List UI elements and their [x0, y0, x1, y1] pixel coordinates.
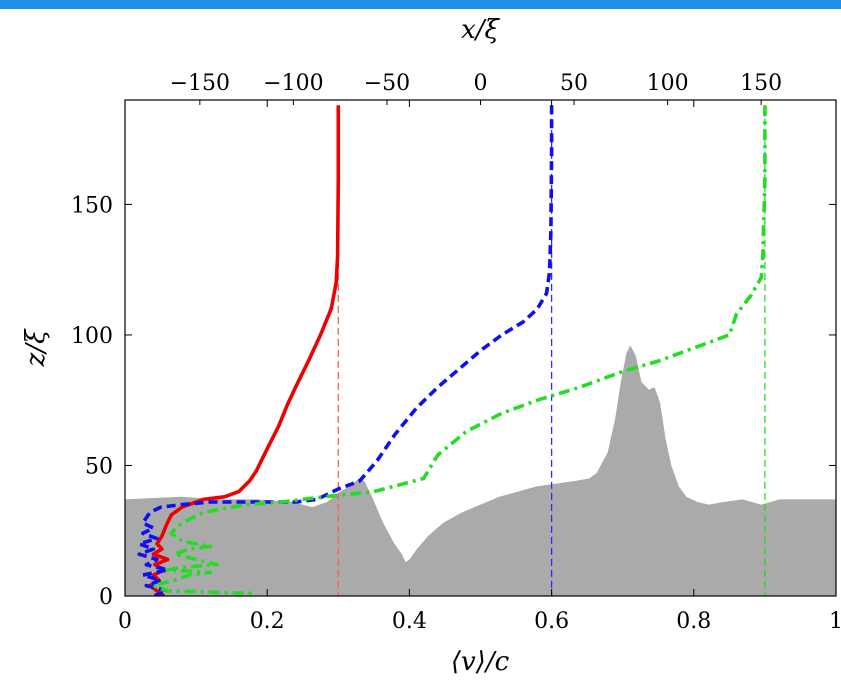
y-tick-label-2: 100 — [71, 324, 113, 349]
x-tick-label-4: 0.8 — [676, 609, 711, 634]
x-axis-label: ⟨v⟩/c — [451, 647, 510, 677]
x-tick-label-3: 0.6 — [534, 609, 569, 634]
series-line-2 — [151, 105, 767, 596]
top-accent-bar — [0, 0, 841, 9]
x-tick-label-0: 0 — [118, 609, 132, 634]
background-profile-area — [125, 345, 836, 596]
top-x-tick-label-2: −50 — [364, 71, 410, 96]
profile-fill-layer — [125, 345, 836, 596]
series-line-1 — [137, 105, 554, 596]
top-x-tick-label-1: −100 — [263, 71, 323, 96]
y-axis-label: z/ξ — [21, 328, 51, 367]
top-x-tick-label-0: −150 — [170, 71, 230, 96]
y-tick-label-0: 0 — [99, 585, 113, 610]
top-x-tick-label-5: 100 — [647, 71, 689, 96]
top-x-tick-label-6: 150 — [740, 71, 782, 96]
y-tick-label-3: 150 — [71, 193, 113, 218]
top-x-tick-label-3: 0 — [474, 71, 488, 96]
top-x-tick-label-4: 50 — [560, 71, 588, 96]
x-tick-label-2: 0.4 — [392, 609, 427, 634]
ticks-layer — [124, 100, 837, 597]
y-tick-label-1: 50 — [85, 454, 113, 479]
labels-layer: 0 0.2 0.4 0.6 0.8 1 0 50 100 150 −150 −100 −50 0 50 100… — [71, 71, 841, 634]
x-tick-label-1: 0.2 — [250, 609, 285, 634]
x-tick-label-5: 1 — [829, 609, 841, 634]
series-layer — [137, 105, 767, 596]
top-x-axis-label: x/ξ — [461, 15, 500, 45]
